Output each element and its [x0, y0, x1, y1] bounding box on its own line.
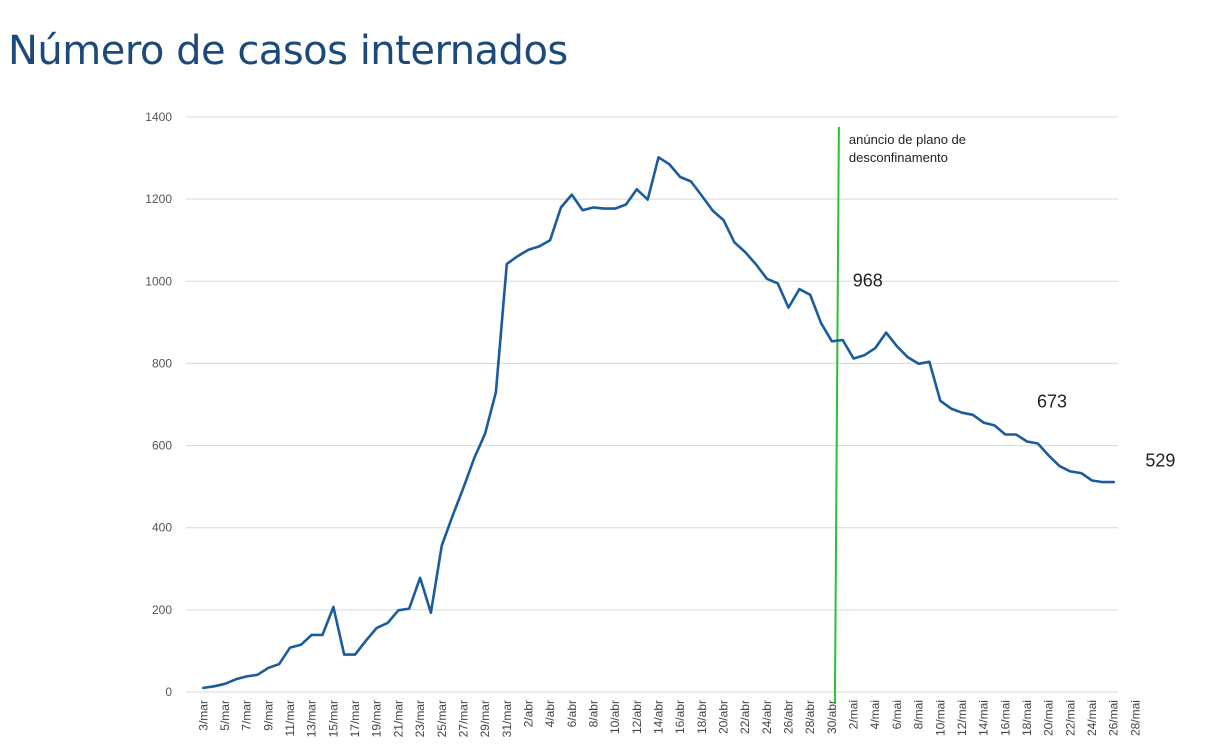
annotation-text: anúncio de plano de	[849, 132, 966, 147]
x-tick-label: 12/mai	[955, 700, 969, 736]
page-title: Número de casos internados	[8, 28, 568, 74]
x-tick-label: 6/mai	[890, 700, 904, 729]
x-tick-label: 27/mar	[456, 700, 470, 737]
x-tick-label: 14/abr	[652, 700, 666, 734]
y-axis-ticks: 0 200 400 600 800 1000 1200 1400	[145, 110, 172, 699]
data-label: 673	[1037, 392, 1067, 412]
x-tick-label: 13/mar	[305, 700, 319, 737]
x-tick-label: 22/mai	[1063, 700, 1077, 736]
x-tick-label: 4/abr	[543, 700, 557, 727]
x-tick-label: 10/abr	[608, 700, 622, 734]
series-group	[202, 156, 1115, 690]
event-marker: anúncio de plano de desconfinamento	[833, 126, 966, 705]
annotation-text: desconfinamento	[849, 150, 948, 165]
x-tick-label: 16/abr	[673, 700, 687, 734]
data-label: 529	[1145, 451, 1175, 471]
x-tick-label: 28/abr	[803, 700, 817, 734]
x-tick-label: 2/mai	[847, 700, 861, 729]
x-tick-label: 8/abr	[586, 700, 600, 727]
y-tick-label: 200	[152, 603, 172, 617]
data-label: 968	[853, 270, 883, 290]
x-tick-label: 25/mar	[435, 700, 449, 737]
y-tick-label: 600	[152, 439, 172, 453]
x-tick-label: 26/abr	[782, 700, 796, 734]
x-tick-label: 7/mar	[240, 700, 254, 731]
x-tick-label: 2/abr	[521, 700, 535, 727]
y-tick-label: 1400	[145, 110, 172, 124]
y-tick-label: 0	[165, 685, 172, 699]
x-tick-label: 28/mai	[1128, 700, 1142, 736]
series-line	[202, 156, 1115, 690]
data-labels: 968 673 529	[853, 270, 1176, 470]
x-tick-label: 11/mar	[283, 700, 297, 736]
y-tick-label: 1200	[145, 192, 172, 206]
y-tick-label: 1000	[145, 274, 172, 288]
x-tick-label: 19/mar	[370, 700, 384, 737]
x-tick-label: 8/mai	[912, 700, 926, 729]
x-tick-label: 3/mar	[196, 700, 210, 731]
x-tick-label: 21/mar	[391, 700, 405, 737]
marker-line	[833, 126, 840, 705]
x-tick-label: 24/abr	[760, 700, 774, 734]
x-tick-label: 22/abr	[738, 700, 752, 734]
x-tick-label: 10/mai	[933, 700, 947, 736]
y-tick-label: 800	[152, 356, 172, 370]
x-tick-label: 31/mar	[500, 700, 514, 737]
x-tick-label: 16/mai	[998, 700, 1012, 736]
x-tick-label: 18/abr	[695, 700, 709, 734]
x-tick-label: 5/mar	[218, 700, 232, 731]
gridlines	[186, 116, 1118, 693]
x-tick-label: 6/abr	[565, 700, 579, 727]
x-tick-label: 12/abr	[630, 700, 644, 734]
x-tick-label: 24/mai	[1085, 700, 1099, 736]
x-tick-label: 9/mar	[261, 700, 275, 731]
x-tick-label: 4/mai	[868, 700, 882, 729]
x-tick-label: 20/abr	[717, 700, 731, 734]
x-tick-label: 15/mar	[326, 700, 340, 737]
x-tick-label: 20/mai	[1042, 700, 1056, 736]
x-tick-label: 30/abr	[825, 700, 839, 734]
y-tick-label: 400	[152, 521, 172, 535]
x-tick-label: 18/mai	[1020, 700, 1034, 736]
x-tick-label: 14/mai	[977, 700, 991, 736]
x-tick-label: 17/mar	[348, 700, 362, 737]
x-tick-label: 26/mai	[1107, 700, 1121, 736]
x-tick-label: 29/mar	[478, 700, 492, 737]
x-tick-label: 23/mar	[413, 700, 427, 737]
x-axis-ticks: 3/mar 5/mar 7/mar 9/mar 11/mar 13/mar 15/mar 17…	[196, 700, 1142, 737]
